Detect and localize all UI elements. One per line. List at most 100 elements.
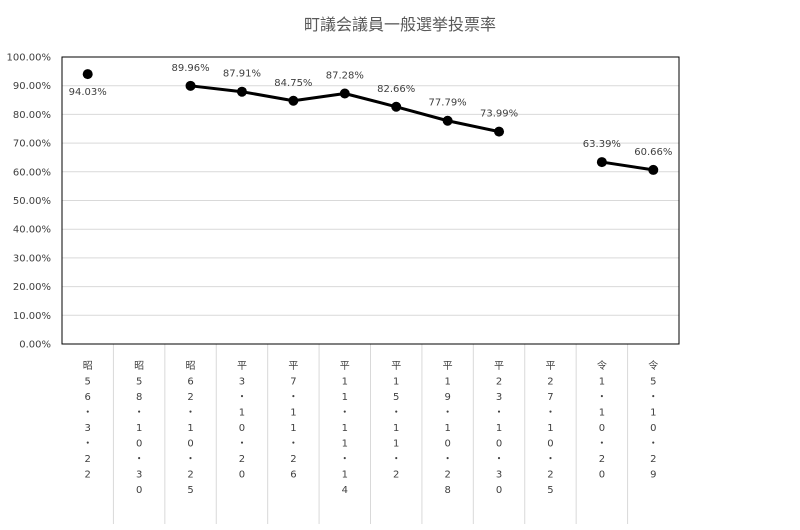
x-tick-char: 8 xyxy=(136,392,142,403)
y-tick-label: 0.00% xyxy=(19,340,51,351)
data-label: 89.96% xyxy=(171,63,209,74)
x-tick-char: ・ xyxy=(648,439,658,450)
x-tick-char: 2 xyxy=(393,470,399,481)
data-labels: 94.03% 89.96% 87.91% 84.75% 87.28% 82.66% 77.7… xyxy=(69,63,673,158)
x-tick-char: 2 xyxy=(187,392,193,403)
x-tick-char: ・ xyxy=(494,454,504,465)
x-tick-char: 平 xyxy=(340,361,350,372)
data-point xyxy=(339,88,350,99)
x-tick-char: ・ xyxy=(597,439,607,450)
x-tick-char: ・ xyxy=(494,408,504,419)
x-tick-char: ・ xyxy=(391,454,401,465)
x-tick-char: 0 xyxy=(599,423,605,434)
data-point xyxy=(391,101,402,112)
x-tick-char: ・ xyxy=(340,408,350,419)
data-label: 87.91% xyxy=(223,69,261,80)
x-tick-char: 1 xyxy=(342,423,348,434)
x-tick-char: 1 xyxy=(547,423,553,434)
x-tick-char: 5 xyxy=(547,485,553,496)
x-tick-char: 3 xyxy=(85,423,91,434)
x-tick-char: 0 xyxy=(650,423,656,434)
x-tick-char: 1 xyxy=(136,423,142,434)
x-tick-char: 6 xyxy=(85,392,91,403)
x-tick-label: 平 1 9 ・ 1 0 ・ 2 8 xyxy=(443,361,453,496)
x-tick-char: 5 xyxy=(187,485,193,496)
x-tick-char: 0 xyxy=(599,470,605,481)
data-point xyxy=(236,86,247,97)
x-tick-char: ・ xyxy=(340,454,350,465)
x-tick-char: 平 xyxy=(391,361,401,372)
x-tick-char: 7 xyxy=(290,377,296,388)
x-tick-char: 3 xyxy=(496,470,502,481)
y-tick-label: 50.00% xyxy=(13,196,51,207)
plot-area-frame xyxy=(61,56,680,345)
x-tick-char: 1 xyxy=(393,439,399,450)
x-tick-char: 昭 xyxy=(134,360,144,372)
x-tick-char: 4 xyxy=(342,485,348,496)
x-tick-char: 2 xyxy=(85,470,91,481)
data-label: 84.75% xyxy=(274,78,312,89)
y-tick-label: 20.00% xyxy=(13,282,51,293)
x-tick-char: 2 xyxy=(599,454,605,465)
series-line-segment xyxy=(600,160,655,172)
x-tick-char: 3 xyxy=(496,392,502,403)
x-tick-char: 1 xyxy=(290,408,296,419)
x-tick-char: 2 xyxy=(650,454,656,465)
x-tick-char: 平 xyxy=(494,361,504,372)
x-tick-char: 0 xyxy=(239,470,245,481)
x-tick-label: 令 5 ・ 1 0 ・ 2 9 xyxy=(648,359,658,481)
x-tick-char: 6 xyxy=(187,377,193,388)
x-tick-char: 0 xyxy=(547,439,553,450)
x-tick-char: 令 xyxy=(597,359,607,372)
x-tick-char: 5 xyxy=(650,377,656,388)
x-tick-char: ・ xyxy=(186,408,196,419)
x-tick-label: 平 1 1 ・ 1 1 ・ 1 4 xyxy=(340,361,350,496)
x-tick-char: 1 xyxy=(342,377,348,388)
x-tick-char: 0 xyxy=(187,439,193,450)
x-tick-label: 平 3 ・ 1 0 ・ 2 0 xyxy=(237,361,247,481)
x-tick-char: ・ xyxy=(186,454,196,465)
x-tick-char: 1 xyxy=(290,423,296,434)
x-tick-char: 8 xyxy=(444,485,450,496)
x-tick-char: 0 xyxy=(136,485,142,496)
x-tick-char: ・ xyxy=(648,392,658,403)
x-tick-char: ・ xyxy=(288,439,298,450)
y-tick-label: 100.00% xyxy=(7,53,52,64)
x-tick-label: 昭 5 6 ・ 3 ・ 2 2 xyxy=(83,360,93,481)
y-tick-label: 80.00% xyxy=(13,110,51,121)
x-tick-char: 1 xyxy=(393,377,399,388)
y-tick-label: 10.00% xyxy=(13,311,51,322)
x-tick-char: 2 xyxy=(496,377,502,388)
x-tick-char: 平 xyxy=(443,361,453,372)
x-tick-char: 3 xyxy=(239,377,245,388)
x-tick-char: ・ xyxy=(83,408,93,419)
x-tick-char: ・ xyxy=(443,408,453,419)
x-tick-char: ・ xyxy=(545,454,555,465)
x-tick-char: 0 xyxy=(136,439,142,450)
data-label: 87.28% xyxy=(326,71,364,82)
y-tick-label: 60.00% xyxy=(13,167,51,178)
data-point xyxy=(494,126,505,137)
x-tick-char: 0 xyxy=(239,423,245,434)
x-tick-char: 1 xyxy=(342,439,348,450)
x-tick-char: 0 xyxy=(496,439,502,450)
data-point xyxy=(442,115,453,126)
data-label: 82.66% xyxy=(377,84,415,95)
x-tick-char: 2 xyxy=(444,470,450,481)
x-tick-char: 6 xyxy=(290,470,296,481)
x-tick-char: 0 xyxy=(496,485,502,496)
x-tick-label: 平 7 ・ 1 1 ・ 2 6 xyxy=(288,361,298,481)
x-tick-char: 1 xyxy=(496,423,502,434)
x-tick-char: 2 xyxy=(187,470,193,481)
x-tick-char: 令 xyxy=(648,359,658,372)
x-tick-char: 3 xyxy=(136,470,142,481)
x-tick-char: ・ xyxy=(134,454,144,465)
x-tick-char: ・ xyxy=(83,439,93,450)
x-tick-char: 5 xyxy=(85,377,91,388)
x-tick-char: ・ xyxy=(134,408,144,419)
x-tick-char: 2 xyxy=(239,454,245,465)
x-tick-char: 2 xyxy=(290,454,296,465)
data-point xyxy=(185,80,196,91)
data-label: 63.39% xyxy=(583,139,621,150)
